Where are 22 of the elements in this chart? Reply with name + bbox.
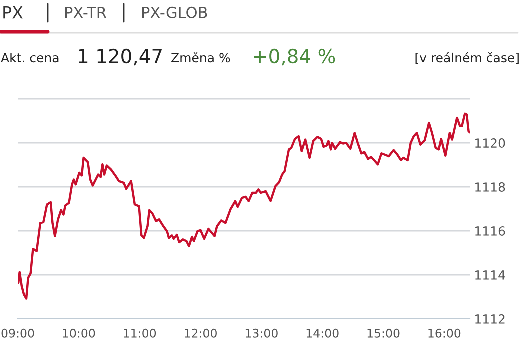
x-tick-label: 10:00 xyxy=(63,328,96,338)
text: [v reálném čase] xyxy=(416,52,519,64)
x-tick-label: 12:00 xyxy=(185,328,217,338)
y-tick-label: 1116 xyxy=(476,226,506,236)
y-tick-label: 1118 xyxy=(476,182,506,192)
text: Změna % xyxy=(172,52,230,63)
x-tick-label: 11:00 xyxy=(124,328,156,338)
text: +0,84 % xyxy=(254,48,336,66)
line-series xyxy=(18,112,470,300)
y-tick-label: 1114 xyxy=(476,270,506,280)
y-tick-label: 1112 xyxy=(476,314,505,324)
x-tick-label: 14:00 xyxy=(306,328,339,338)
text: PX-GLOB xyxy=(142,6,208,18)
x-tick-label: 16:00 xyxy=(428,328,461,338)
x-tick-label: 09:00 xyxy=(2,328,34,338)
x-tick-label: 15:00 xyxy=(368,328,400,338)
text: PX xyxy=(4,6,23,19)
text: PX-TR xyxy=(66,7,107,18)
text: Akt. cena xyxy=(1,52,59,63)
y-tick-label: 1120 xyxy=(476,138,506,148)
x-tick-label: 13:00 xyxy=(246,328,278,338)
text: 1 120,47 xyxy=(79,48,162,66)
